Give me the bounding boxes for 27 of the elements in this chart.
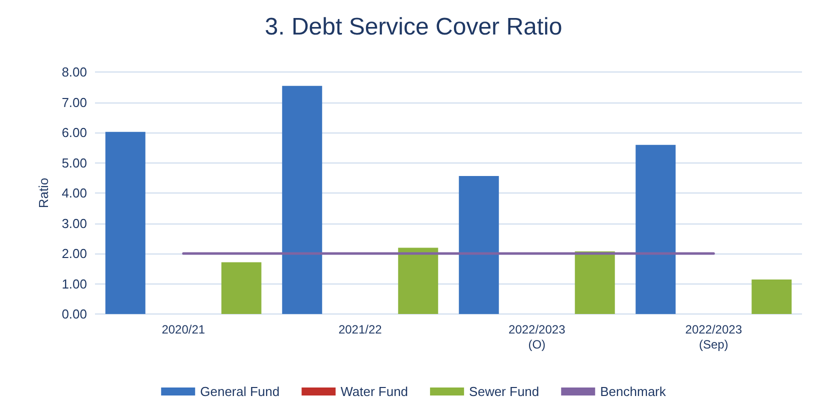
legend-label: Water Fund — [340, 384, 408, 399]
chart-title: 3. Debt Service Cover Ratio — [264, 14, 562, 40]
x-tick-label: 2022/2023 (Sep) — [685, 322, 742, 352]
y-tick-label: 0.00 — [62, 306, 87, 322]
bar — [574, 251, 615, 314]
bar — [398, 248, 438, 314]
y-tick-label: 5.00 — [62, 155, 87, 170]
bar — [636, 144, 676, 314]
y-tick-label: 6.00 — [62, 125, 87, 140]
y-tick-label: 3.00 — [62, 216, 87, 231]
bar — [221, 262, 262, 314]
bar — [752, 280, 792, 314]
x-tick-label: 2022/2023 (O) — [508, 322, 566, 352]
y-tick-label: 2.00 — [62, 246, 87, 261]
x-tick-label: 2020/21 — [162, 322, 206, 336]
legend-label: Benchmark — [600, 384, 666, 399]
bar — [282, 86, 322, 314]
bar — [105, 132, 146, 314]
y-tick-label: 4.00 — [62, 186, 87, 200]
legend-label: Sewer Fund — [469, 384, 540, 399]
legend-label: General Fund — [200, 384, 280, 399]
y-tick-label: 1.00 — [62, 276, 87, 292]
x-tick-label: 2021/22 — [338, 322, 382, 336]
y-tick-label: 7.00 — [62, 94, 87, 110]
y-tick-label: 8.00 — [62, 64, 87, 80]
bar — [458, 176, 499, 314]
y-axis-title: Ratio — [36, 178, 51, 208]
